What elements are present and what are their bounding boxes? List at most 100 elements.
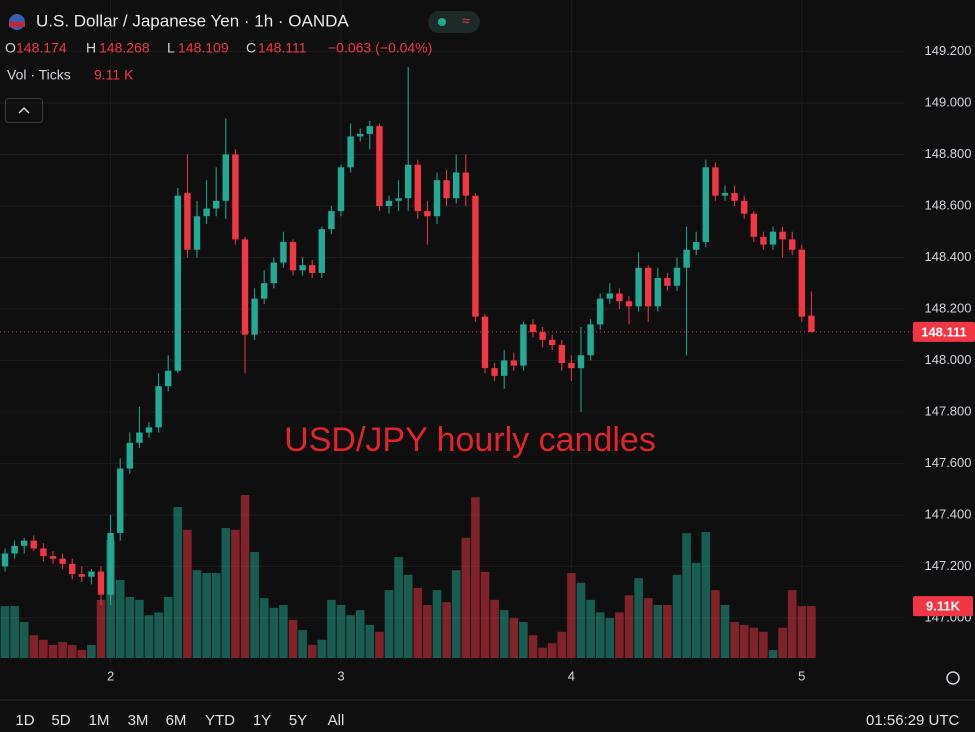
annotation: USD/JPY hourly candles [284, 421, 656, 459]
candle-body [280, 242, 287, 263]
symbol-flag-stripe [9, 22, 25, 27]
market-status [438, 18, 446, 26]
volume-bar [19, 622, 29, 658]
candle-body [299, 265, 306, 271]
volume-legend-value: 9.11 K [94, 67, 134, 83]
candle-body [40, 548, 47, 557]
range-button[interactable]: 1D [15, 712, 34, 729]
volume-bar [87, 644, 96, 658]
status-pill[interactable] [428, 11, 480, 33]
volume-bar [519, 622, 528, 658]
volume-bar [192, 570, 202, 658]
volume-bar [682, 533, 691, 658]
range-button[interactable]: All [328, 712, 345, 729]
candle-body [251, 298, 258, 335]
ohlc-key: L [167, 40, 175, 56]
volume-bar [423, 604, 432, 658]
volume-bar [653, 604, 663, 658]
volume-bar [96, 599, 106, 658]
volume-bar [298, 630, 307, 658]
volume-value-label: 9.11K [926, 599, 961, 614]
ohlc-value: 148.109 [178, 40, 229, 56]
candle-body [30, 540, 37, 549]
range-button[interactable]: 1M [89, 712, 110, 729]
candle-body [443, 180, 450, 199]
candle-body [241, 239, 249, 335]
range-button[interactable]: 5D [51, 712, 70, 729]
ohlc-value: 148.111 [258, 40, 307, 56]
candle-body [597, 298, 604, 325]
volume-bar [759, 631, 768, 658]
volume-bar [48, 644, 58, 658]
range-button[interactable]: 6M [166, 712, 187, 729]
collapse-button[interactable] [5, 98, 43, 123]
candle-body [731, 193, 738, 201]
volume-bar [547, 643, 557, 658]
volume-bar [413, 587, 423, 658]
volume-bar [509, 618, 519, 658]
x-tick-label: 2 [107, 668, 114, 683]
ohlc-key: C [246, 40, 256, 56]
candle-body [741, 200, 748, 214]
volume-bar [317, 639, 327, 658]
volume-bar [691, 562, 701, 658]
volume-bar [375, 631, 384, 658]
candle-body [165, 370, 172, 387]
candle-body [414, 164, 421, 212]
candle-body [453, 172, 460, 199]
x-tick-label: 4 [568, 668, 575, 683]
candle-body [693, 242, 700, 250]
range-button[interactable]: 3M [128, 712, 149, 729]
range-button[interactable]: 5Y [289, 712, 307, 729]
volume-bar [183, 529, 192, 658]
volume-bar [634, 578, 643, 658]
y-tick-label: 149.000 [925, 94, 972, 109]
candle-body [760, 236, 767, 245]
volume-bar [394, 557, 403, 658]
candle-body [309, 265, 316, 273]
volume-bar [624, 595, 634, 658]
settings-icon[interactable] [946, 671, 960, 685]
volume-bar [269, 607, 279, 658]
volume-bar [336, 604, 346, 658]
candle-body [270, 262, 277, 284]
candle-body [21, 540, 28, 546]
candle-body [568, 363, 575, 369]
volume-bar [240, 495, 250, 658]
candle-body [712, 167, 719, 196]
candle-body [702, 167, 709, 243]
volume-bar [288, 619, 298, 658]
volume-bar [163, 597, 173, 658]
volume-bar [471, 497, 480, 658]
candle-body [357, 133, 364, 137]
candle-body [49, 556, 57, 559]
range-button[interactable]: 1Y [253, 712, 271, 729]
volume-bar [211, 573, 221, 658]
volume-bar [250, 551, 259, 658]
candle-body [606, 293, 613, 299]
volume-bar [576, 582, 586, 658]
y-tick-label: 149.200 [925, 43, 972, 58]
candle-body [222, 154, 229, 201]
ohlc-value: 148.174 [16, 40, 67, 56]
candle-body [491, 368, 498, 376]
candle-body [779, 231, 786, 240]
volume-bar [432, 590, 442, 658]
volume-bar [461, 537, 471, 658]
candle-body [318, 229, 325, 273]
volume-bar [595, 612, 605, 658]
candle-body [481, 316, 489, 369]
candle-body [59, 558, 66, 564]
candle-body [88, 571, 95, 577]
candle-body [510, 360, 517, 366]
volume-bar [797, 606, 807, 658]
candle-body [213, 200, 220, 209]
candle-body [289, 242, 297, 271]
range-button[interactable]: YTD [205, 712, 235, 729]
y-tick-label: 147.200 [925, 558, 972, 573]
volume-bar [125, 597, 135, 658]
ohlc-key: O [5, 40, 16, 56]
candle-body [789, 239, 796, 250]
candle-body [587, 324, 594, 356]
volume-bar [144, 615, 154, 658]
